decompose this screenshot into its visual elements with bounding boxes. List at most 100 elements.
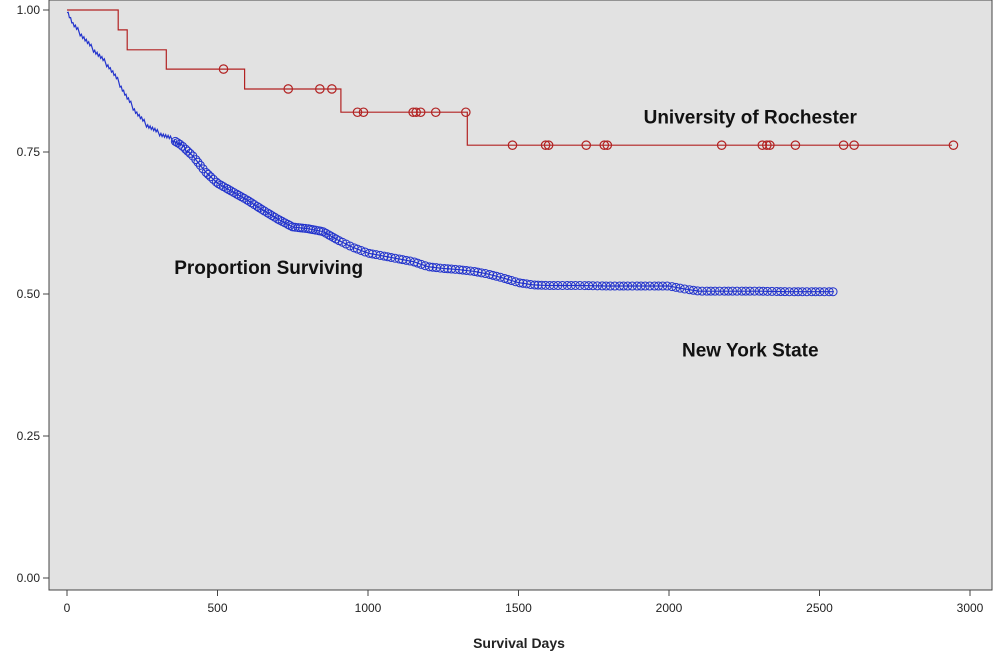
censor-marker [758,286,768,296]
censor-marker [540,140,551,150]
censor-marker [507,140,518,150]
censor-marker [575,281,585,291]
censor-marker [710,286,720,296]
x-tick-label: 1500 [505,601,532,615]
censor-marker [757,140,768,150]
censor-marker [345,241,355,251]
x-tick-label: 2000 [656,601,683,615]
censor-marker [424,262,434,272]
censor-marker [776,287,786,297]
censor-marker [356,245,366,255]
censor-marker [507,276,517,286]
censor-marker [244,196,254,206]
censor-marker [636,281,646,291]
censor-marker [715,286,725,296]
censor-marker [352,107,363,118]
censor-marker [415,107,426,118]
censor-marker [206,172,216,182]
y-tick-label: 0.50 [17,287,41,301]
censor-marker [193,157,203,167]
censor-marker [653,281,663,291]
censor-marker [249,200,259,210]
x-axis-title: Survival Days [473,635,565,651]
x-tick-label: 3000 [957,601,984,615]
censor-marker [762,140,772,150]
censor-marker [394,254,404,264]
censor-marker [262,208,272,218]
censor-marker [605,281,615,291]
censor-marker [211,177,221,187]
censor-marker [218,64,229,74]
censor-marker [543,140,554,150]
censor-marker [324,230,334,240]
censor-marker [716,140,727,150]
censor-marker [662,281,672,291]
censor-marker [849,140,859,150]
censor-marker [234,190,244,200]
censor-marker [470,267,480,277]
censor-marker [948,140,959,150]
series-rochester [67,9,959,150]
censor-marker [254,203,264,213]
censor-marker [461,107,471,118]
plot-area [48,0,993,591]
censor-marker [185,148,195,158]
censor-marker [208,174,218,184]
axis-layer: 0 500 1000 1500 2000 2500 3000 0.00 0.25 0.50 0.75… [17,3,984,615]
x-tick-label: 500 [207,601,227,615]
censor-marker [693,286,703,296]
censor-marker [285,221,295,231]
censor-marker [175,139,185,149]
censor-marker [430,107,441,118]
censor-marker [492,271,502,281]
y-tick-label: 0.25 [17,429,41,443]
annotation-label: University of Rochester [644,108,858,129]
censor-marker [327,84,337,94]
censor-marker [222,183,232,193]
censor-marker [811,287,821,297]
censor-marker [213,179,223,189]
censor-marker [640,281,650,291]
censor-marker [790,140,801,150]
censor-marker [358,107,369,118]
censor-marker [530,280,540,290]
x-tick-label: 0 [64,601,71,615]
censor-marker [645,281,655,291]
censor-marker [765,140,775,150]
censor-marker [584,281,594,291]
censor-marker [671,282,681,292]
censor-marker [824,287,834,297]
x-tick-label: 2500 [806,601,833,615]
censor-marker [485,269,495,279]
censor-marker [627,281,637,291]
censor-marker [601,281,611,291]
series-line [67,9,952,146]
censor-marker [203,169,213,179]
censor-marker [242,195,252,205]
censor-marker [252,201,262,211]
censor-marker [767,286,777,296]
censor-marker [549,280,559,290]
annotation-label: Proportion Surviving [174,258,363,279]
censor-marker [802,287,812,297]
censor-marker [439,264,449,274]
censor-marker [697,286,707,296]
censor-marker [416,259,426,269]
censor-marker [723,286,733,296]
censor-marker [828,287,838,297]
censor-marker [170,136,180,146]
censor-marker [224,185,234,195]
censor-marker [741,286,751,296]
censor-marker [819,287,829,297]
censor-marker [183,146,193,156]
censor-marker [599,140,610,150]
censor-marker [379,251,389,261]
y-tick-label: 0.00 [17,571,41,585]
censor-marker [815,287,825,297]
censor-marker [588,281,598,291]
censor-marker [623,281,633,291]
y-tick-label: 0.75 [17,145,41,159]
censor-marker [602,140,613,150]
censor-marker [326,231,336,241]
